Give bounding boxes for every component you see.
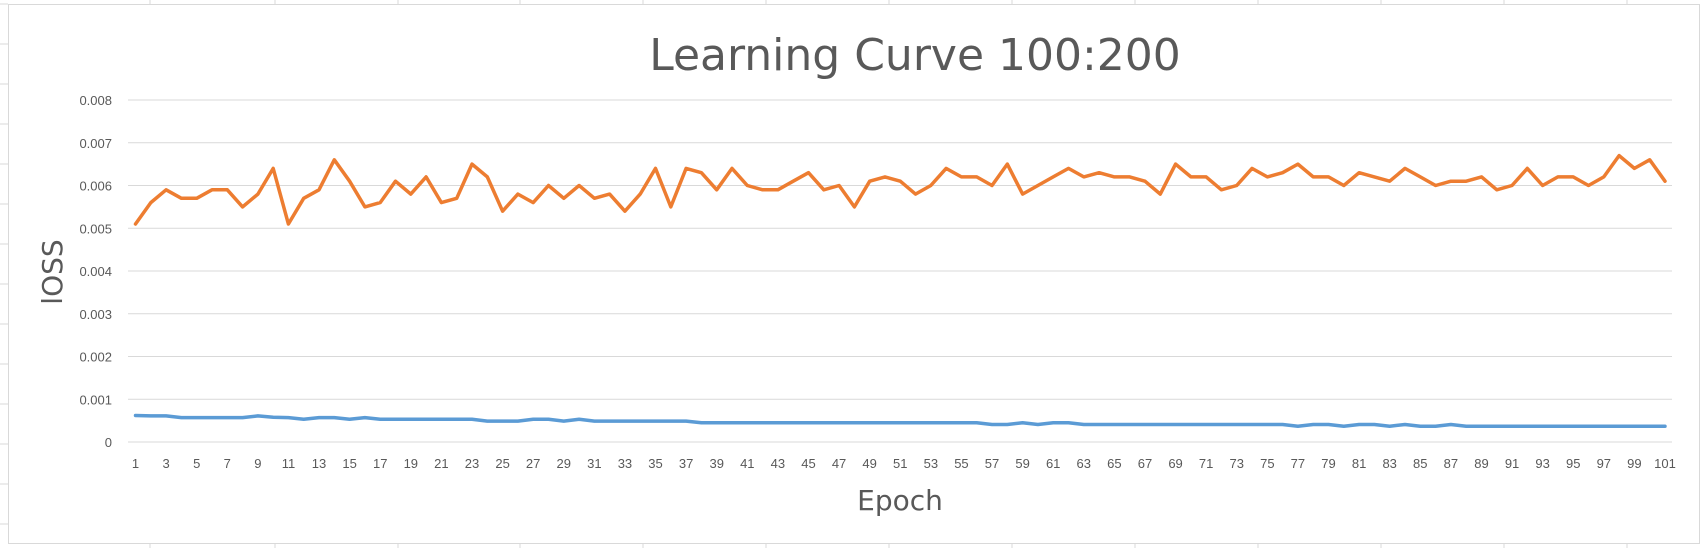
- y-axis-title: lOSS: [36, 239, 69, 304]
- x-tick-label: 19: [404, 456, 418, 471]
- x-tick-label: 11: [282, 456, 296, 471]
- x-tick-label: 41: [740, 456, 754, 471]
- y-tick-label: 0.005: [79, 221, 112, 236]
- x-tick-label: 53: [924, 456, 938, 471]
- x-tick-label: 67: [1138, 456, 1152, 471]
- x-tick-label: 35: [648, 456, 662, 471]
- x-tick-label: 79: [1321, 456, 1335, 471]
- x-tick-label: 57: [985, 456, 999, 471]
- x-tick-label: 71: [1199, 456, 1213, 471]
- x-axis-ticks: 1 3 5 7 9 11 13 15 17 19 21 23 25 27 29 31 33 35 37 39 41 43 4…: [132, 456, 1676, 471]
- x-tick-label: 13: [312, 456, 326, 471]
- y-tick-label: 0.002: [79, 350, 112, 365]
- y-tick-label: 0.008: [79, 93, 112, 108]
- x-tick-label: 83: [1382, 456, 1396, 471]
- x-tick-label: 9: [254, 456, 261, 471]
- x-tick-label: 95: [1566, 456, 1580, 471]
- x-tick-label: 49: [862, 456, 876, 471]
- x-tick-label: 51: [893, 456, 907, 471]
- x-tick-label: 39: [709, 456, 723, 471]
- x-tick-label: 29: [557, 456, 571, 471]
- x-tick-label: 93: [1535, 456, 1549, 471]
- x-tick-label: 55: [954, 456, 968, 471]
- x-tick-label: 43: [771, 456, 785, 471]
- series-lines: [133, 153, 1667, 428]
- y-tick-label: 0.007: [79, 136, 112, 151]
- x-tick-label: 5: [193, 456, 200, 471]
- x-tick-label: 63: [1077, 456, 1091, 471]
- x-tick-label: 65: [1107, 456, 1121, 471]
- x-tick-label: 17: [373, 456, 387, 471]
- x-tick-label: 7: [224, 456, 231, 471]
- chart-title: Learning Curve 100:200: [649, 30, 1181, 81]
- x-tick-label: 25: [495, 456, 509, 471]
- x-tick-label: 1: [132, 456, 139, 471]
- y-tick-label: 0: [105, 435, 112, 450]
- x-tick-label: 61: [1046, 456, 1060, 471]
- x-tick-label: 87: [1444, 456, 1458, 471]
- y-axis-ticks: 0 0.001 0.002 0.003 0.004 0.005 0.006 0.007 0.00…: [79, 93, 112, 450]
- x-tick-label: 15: [342, 456, 356, 471]
- x-tick-label: 101: [1654, 456, 1676, 471]
- x-tick-label: 47: [832, 456, 846, 471]
- x-tick-label: 81: [1352, 456, 1366, 471]
- x-tick-label: 59: [1015, 456, 1029, 471]
- y-tick-label: 0.004: [79, 264, 112, 279]
- x-tick-label: 31: [587, 456, 601, 471]
- chart-area[interactable]: [8, 4, 1700, 544]
- x-tick-label: 99: [1627, 456, 1641, 471]
- x-tick-label: 97: [1597, 456, 1611, 471]
- series-line-blue[interactable]: [133, 413, 1667, 428]
- x-tick-label: 45: [801, 456, 815, 471]
- x-tick-label: 27: [526, 456, 540, 471]
- x-tick-label: 69: [1168, 456, 1182, 471]
- x-tick-label: 85: [1413, 456, 1427, 471]
- x-tick-label: 21: [434, 456, 448, 471]
- y-tick-label: 0.001: [79, 392, 112, 407]
- x-axis-title: Epoch: [857, 484, 943, 517]
- y-tick-label: 0.006: [79, 179, 112, 194]
- y-tick-label: 0.003: [79, 307, 112, 322]
- x-tick-label: 77: [1291, 456, 1305, 471]
- x-tick-label: 33: [618, 456, 632, 471]
- x-tick-label: 23: [465, 456, 479, 471]
- x-tick-label: 73: [1230, 456, 1244, 471]
- x-tick-label: 91: [1505, 456, 1519, 471]
- gridlines: [128, 99, 1672, 443]
- x-tick-label: 37: [679, 456, 693, 471]
- x-tick-label: 3: [162, 456, 169, 471]
- x-tick-label: 89: [1474, 456, 1488, 471]
- x-tick-label: 75: [1260, 456, 1274, 471]
- series-line-orange[interactable]: [133, 153, 1667, 226]
